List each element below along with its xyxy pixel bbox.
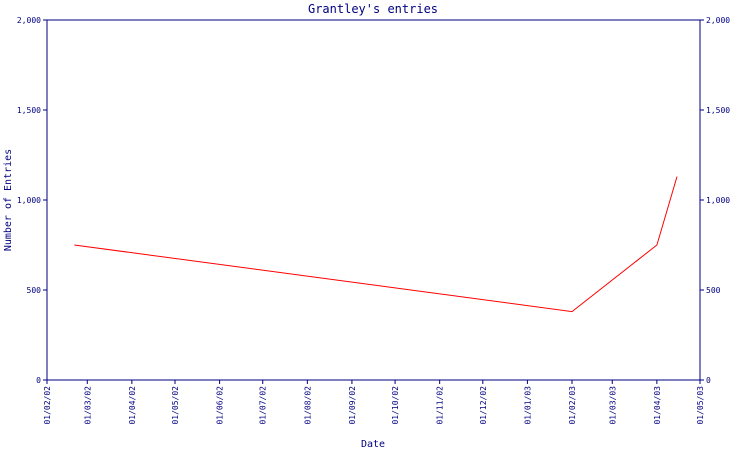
plot-frame bbox=[46, 19, 701, 381]
x-tick-label: 01/06/02 bbox=[216, 386, 225, 425]
y-axis-label: Number of Entries bbox=[3, 149, 14, 251]
y-tick-label: 2,000 bbox=[17, 16, 41, 25]
y2-tick-label: 1,500 bbox=[706, 106, 730, 115]
y-tick-label: 0 bbox=[36, 376, 41, 385]
x-tick-label: 01/05/02 bbox=[171, 386, 180, 425]
x-tick-label: 01/07/02 bbox=[259, 386, 268, 425]
x-tick-label: 01/05/03 bbox=[696, 386, 705, 425]
y2-tick-label: 500 bbox=[706, 286, 721, 295]
x-tick-label: 01/03/03 bbox=[608, 386, 617, 425]
x-tick-label: 01/02/02 bbox=[43, 386, 52, 425]
x-tick-label: 01/01/03 bbox=[523, 386, 532, 425]
y-tick-label: 1,000 bbox=[17, 196, 41, 205]
x-tick-label: 01/09/02 bbox=[348, 386, 357, 425]
y-tick-label: 1,500 bbox=[17, 106, 41, 115]
x-tick-label: 01/10/02 bbox=[391, 386, 400, 425]
chart-title: Grantley's entries bbox=[308, 2, 438, 16]
y2-tick-label: 2,000 bbox=[706, 16, 730, 25]
y2-tick-label: 0 bbox=[706, 376, 711, 385]
x-tick-label: 01/04/03 bbox=[653, 386, 662, 425]
x-tick-label: 01/11/02 bbox=[436, 386, 445, 425]
data-line bbox=[74, 176, 678, 313]
x-axis-label: Date bbox=[361, 439, 385, 450]
x-tick-label: 01/03/02 bbox=[83, 386, 92, 425]
y2-tick-label: 1,000 bbox=[706, 196, 730, 205]
x-tick-label: 01/08/02 bbox=[303, 386, 312, 425]
x-tick-label: 01/04/02 bbox=[128, 386, 137, 425]
x-tick-label: 01/12/02 bbox=[479, 386, 488, 425]
y-tick-label: 500 bbox=[27, 286, 42, 295]
x-tick-label: 01/02/03 bbox=[568, 386, 577, 425]
